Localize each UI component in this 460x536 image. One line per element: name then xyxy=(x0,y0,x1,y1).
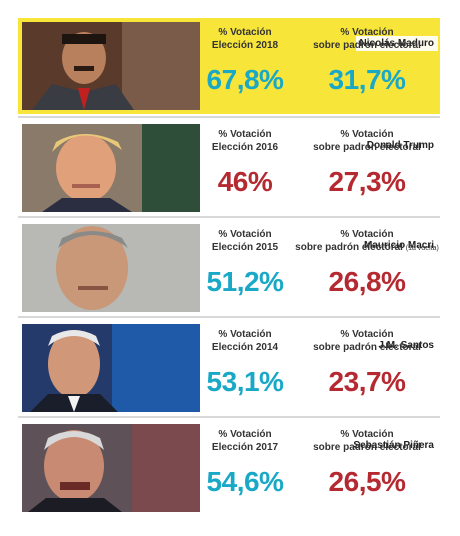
label-line: sobre padrón electoral (1a vuelta) xyxy=(295,242,439,253)
candidate-name: Mauricio Macri xyxy=(359,238,438,253)
label-line: % Votación xyxy=(340,429,394,440)
label-line: % Votación xyxy=(218,229,272,240)
label-line: % Votación xyxy=(340,329,394,340)
portrait-photo xyxy=(22,324,200,412)
election-vote-label: % Votación Elección 2014 xyxy=(200,328,290,354)
election-vote-value: 51,2% xyxy=(206,266,284,297)
row-divider xyxy=(18,116,440,118)
label-line: % Votación xyxy=(218,129,272,140)
election-vote-label: % Votación Elección 2016 xyxy=(200,128,290,154)
roll-vote-value: 31,7% xyxy=(328,64,406,95)
portrait-photo xyxy=(22,22,200,110)
election-vote-value: 54,6% xyxy=(206,466,284,497)
roll-vote-label: % Votación sobre padrón electoral xyxy=(294,328,440,355)
label-line: Elección 2015 xyxy=(211,242,279,253)
election-vote-value: 67,8% xyxy=(206,64,284,95)
roll-vote-value: 26,5% xyxy=(328,466,406,497)
roll-vote-label: % Votación sobre padrón electoral xyxy=(294,128,440,155)
row-divider xyxy=(18,216,440,218)
portrait-photo xyxy=(22,224,200,312)
label-line: % Votación xyxy=(218,329,272,340)
roll-vote-value: 26,8% xyxy=(328,266,406,297)
label-line: Elección 2018 xyxy=(211,40,279,51)
election-vote-value: 53,1% xyxy=(206,366,284,397)
label-line: sobre padrón electoral xyxy=(313,40,421,51)
roll-vote-value: 27,3% xyxy=(328,166,406,197)
label-line: % Votación xyxy=(340,129,394,140)
label-line: % Votación xyxy=(218,27,272,38)
roll-vote-label: % Votación sobre padrón electoral (1a vu… xyxy=(294,228,440,255)
candidate-name: J.M. Santos xyxy=(374,338,438,353)
label-line: % Votación xyxy=(340,229,394,240)
election-vote-label: % Votación Elección 2017 xyxy=(200,428,290,454)
election-vote-label: % Votación Elección 2015 xyxy=(200,228,290,254)
candidate-row: Mauricio Macri % Votación Elección 2015 … xyxy=(18,220,440,316)
label-line: Elección 2017 xyxy=(211,442,279,453)
label-line: % Votación xyxy=(218,429,272,440)
candidate-name: Donald Trump xyxy=(362,138,438,153)
label-note: (1a vuelta) xyxy=(405,245,439,252)
candidate-name: Nicolás Maduro xyxy=(355,36,438,51)
portrait-photo xyxy=(22,124,200,212)
label-line: Elección 2014 xyxy=(211,342,279,353)
roll-vote-value: 23,7% xyxy=(328,366,406,397)
election-vote-value: 46% xyxy=(217,166,273,197)
label-line: % Votación xyxy=(340,27,394,38)
election-vote-label: % Votación Elección 2018 xyxy=(200,26,290,52)
label-line: Elección 2016 xyxy=(211,142,279,153)
row-divider xyxy=(18,316,440,318)
candidate-row: Nicolás Maduro % Votación Elección 2018 … xyxy=(18,18,440,114)
label-line: sobre padrón electoral xyxy=(313,142,421,153)
candidate-row: J.M. Santos % Votación Elección 2014 % V… xyxy=(18,320,440,416)
row-divider xyxy=(18,416,440,418)
portrait-photo xyxy=(22,424,200,512)
candidate-row: Donald Trump % Votación Elección 2016 % … xyxy=(18,120,440,216)
label-line: sobre padrón electoral xyxy=(313,442,421,453)
roll-vote-label: % Votación sobre padrón electoral xyxy=(294,428,440,455)
candidate-row: Sebastián Piñera % Votación Elección 201… xyxy=(18,420,440,516)
candidate-name: Sebastián Piñera xyxy=(349,438,438,453)
label-line: sobre padrón electoral xyxy=(313,342,421,353)
roll-vote-label: % Votación sobre padrón electoral xyxy=(294,26,440,53)
